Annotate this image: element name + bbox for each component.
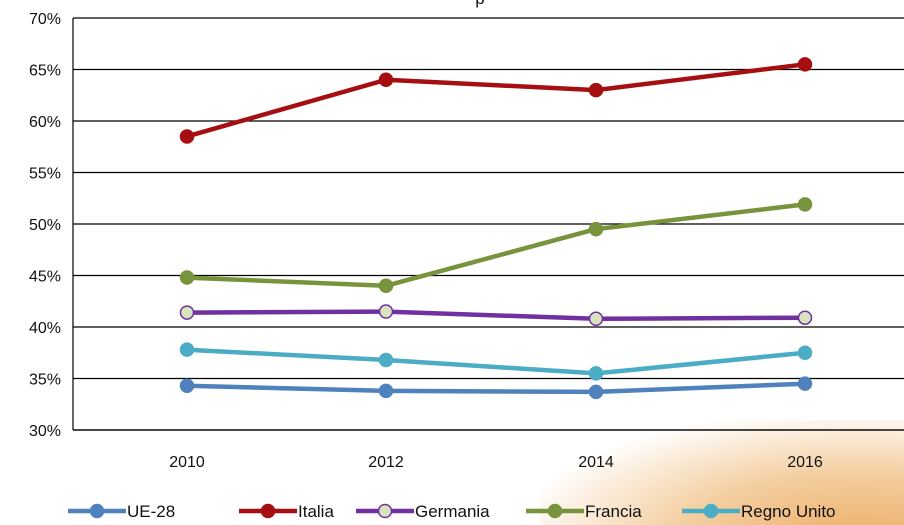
data-point-regno-unito xyxy=(179,342,195,357)
data-point-francia xyxy=(797,197,813,212)
data-point-ue-28 xyxy=(588,384,604,400)
x-tick-label: 2012 xyxy=(368,454,404,471)
x-tick-label: 2010 xyxy=(169,454,205,471)
y-tick-label: 40% xyxy=(29,320,61,337)
data-point-ue-28 xyxy=(797,376,813,391)
legend-marker-francia xyxy=(547,503,563,519)
legend-marker-ue-28 xyxy=(89,503,105,519)
data-point-italia xyxy=(797,57,813,72)
x-tick-label: 2014 xyxy=(578,454,614,471)
legend-label-ue-28: UE-28 xyxy=(127,502,175,521)
series-line-italia xyxy=(186,62,806,139)
series-line-francia xyxy=(186,202,806,289)
x-tick-label: 2016 xyxy=(787,454,823,471)
data-point-ue-28 xyxy=(179,378,195,393)
chart-title: p xyxy=(475,0,484,8)
y-tick-label: 70% xyxy=(29,11,61,28)
data-point-regno-unito xyxy=(378,352,394,368)
series-line-germania xyxy=(186,309,806,322)
data-point-germania xyxy=(378,304,394,319)
y-tick-label: 65% xyxy=(29,63,61,80)
legend-label-francia: Francia xyxy=(585,502,642,521)
y-tick-label: 55% xyxy=(29,166,61,183)
data-point-francia xyxy=(378,278,394,294)
data-point-germania xyxy=(588,311,604,327)
legend-marker-regno-unito xyxy=(703,503,719,519)
data-point-ue-28 xyxy=(378,383,394,399)
y-tick-label: 50% xyxy=(29,217,61,234)
legend-label-italia: Italia xyxy=(298,502,334,521)
data-point-regno-unito xyxy=(588,366,604,381)
data-point-germania xyxy=(179,305,195,320)
data-point-francia xyxy=(179,270,195,285)
data-point-italia xyxy=(588,82,604,98)
data-point-italia xyxy=(378,72,394,88)
data-point-francia xyxy=(588,221,604,237)
y-tick-label: 30% xyxy=(29,423,61,440)
legend-marker-germania xyxy=(377,503,393,519)
y-tick-label: 35% xyxy=(29,372,61,389)
y-tick-label: 45% xyxy=(29,269,61,286)
legend-label-germania: Germania xyxy=(415,502,490,521)
y-tick-label: 60% xyxy=(29,114,61,131)
legend-label-regno-unito: Regno Unito xyxy=(741,502,836,521)
data-point-italia xyxy=(179,129,195,144)
series-line-regno-unito xyxy=(186,347,806,376)
legend-marker-italia xyxy=(260,503,276,519)
series-line-ue-28 xyxy=(186,381,806,395)
data-point-regno-unito xyxy=(797,345,813,360)
data-point-germania xyxy=(797,310,813,325)
